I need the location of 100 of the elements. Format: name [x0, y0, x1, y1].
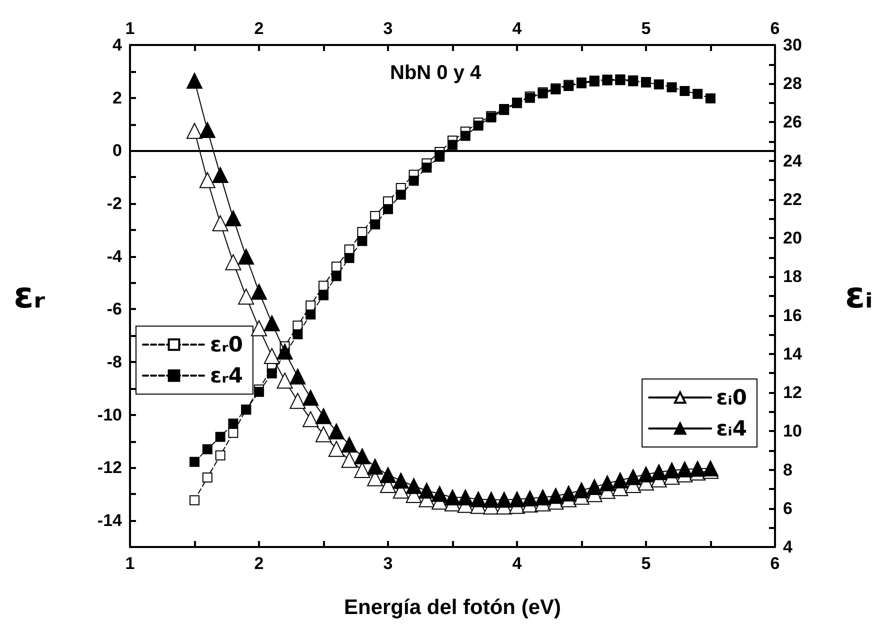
point [483, 492, 500, 508]
point [666, 82, 677, 92]
point [276, 344, 293, 360]
point [331, 271, 342, 282]
y-axis-title: εᵣ [14, 276, 46, 316]
point [692, 88, 703, 99]
legend-label: εᵢ0 [716, 386, 747, 410]
point [202, 444, 212, 454]
point [380, 466, 396, 483]
point [238, 248, 254, 265]
point [432, 486, 448, 502]
point [302, 411, 319, 428]
point [367, 458, 384, 475]
y2-tick-label: 30 [783, 36, 802, 54]
y-tick-label: -8 [106, 352, 122, 372]
point [690, 460, 706, 477]
y2-tick-label: 14 [783, 344, 802, 364]
point [357, 227, 368, 238]
y2-tick-label: 22 [783, 190, 802, 209]
x-tick-label: 3 [383, 554, 393, 573]
point [599, 475, 616, 492]
point [228, 428, 238, 438]
point [328, 423, 344, 440]
point [212, 166, 228, 183]
y2-tick-label: 24 [783, 151, 802, 170]
y-tick-label: 2 [112, 88, 122, 108]
point [534, 489, 551, 506]
point [331, 262, 342, 272]
point [434, 152, 445, 162]
text: NbN 0 y 4 [390, 62, 482, 84]
point [625, 469, 642, 486]
point [276, 372, 293, 389]
point [316, 408, 332, 424]
y-tick-label: -14 [97, 511, 123, 530]
point [225, 210, 242, 226]
point [522, 490, 538, 506]
x-axis-title: Energía del fotón (eV) [344, 596, 562, 619]
point [654, 79, 664, 90]
point [316, 426, 332, 442]
point [457, 489, 474, 506]
point [470, 491, 486, 508]
point [560, 486, 577, 502]
point [290, 392, 306, 409]
point [444, 489, 460, 506]
point [496, 492, 512, 508]
x2-tick-label: 3 [383, 19, 393, 38]
legend-label: εᵣ0 [210, 332, 243, 357]
y-tick-label: -12 [97, 458, 122, 478]
y2-tick-label: 26 [783, 112, 802, 132]
y-tick-label: -4 [106, 246, 123, 266]
point [473, 120, 484, 131]
point [215, 450, 226, 460]
point [509, 491, 525, 508]
point [238, 288, 254, 305]
point [574, 482, 590, 498]
point [383, 204, 393, 214]
point [212, 215, 228, 232]
point [318, 280, 328, 291]
point [199, 122, 216, 138]
point [302, 390, 319, 406]
point [680, 86, 690, 96]
point [225, 254, 242, 270]
point [264, 348, 280, 364]
y2-tick-label: 10 [783, 422, 802, 441]
x2-tick-label: 1 [125, 19, 135, 38]
point [638, 466, 654, 482]
y-tick-label: 0 [112, 141, 122, 160]
point [406, 478, 422, 494]
point [408, 176, 419, 186]
point [186, 72, 202, 89]
point [318, 290, 328, 300]
point [357, 236, 368, 246]
x-tick-label: 6 [770, 554, 780, 573]
point [251, 284, 267, 300]
point [354, 448, 370, 464]
y2-tick-label: 28 [783, 74, 802, 94]
point [290, 368, 306, 385]
point [264, 315, 280, 332]
point [422, 162, 432, 173]
x-tick-label: 4 [512, 554, 522, 573]
x2-tick-label: 2 [254, 19, 264, 38]
y2-tick-label: 16 [783, 306, 802, 325]
point [341, 436, 358, 453]
y-tick-label: -10 [97, 405, 122, 424]
point [586, 478, 602, 495]
point [460, 130, 470, 141]
point [228, 418, 238, 429]
y-tick-label: 4 [112, 36, 123, 54]
y2-axis-title: εᵢ [845, 276, 873, 316]
point [306, 309, 316, 320]
legend-label: εᵢ4 [716, 416, 747, 440]
point [418, 482, 435, 499]
point [392, 472, 409, 489]
y-tick-label: -6 [106, 300, 122, 319]
point [328, 440, 344, 457]
point [612, 472, 628, 488]
point [676, 461, 693, 478]
point [202, 472, 212, 483]
y2-tick-label: 20 [783, 228, 802, 248]
x2-tick-label: 6 [770, 19, 780, 38]
